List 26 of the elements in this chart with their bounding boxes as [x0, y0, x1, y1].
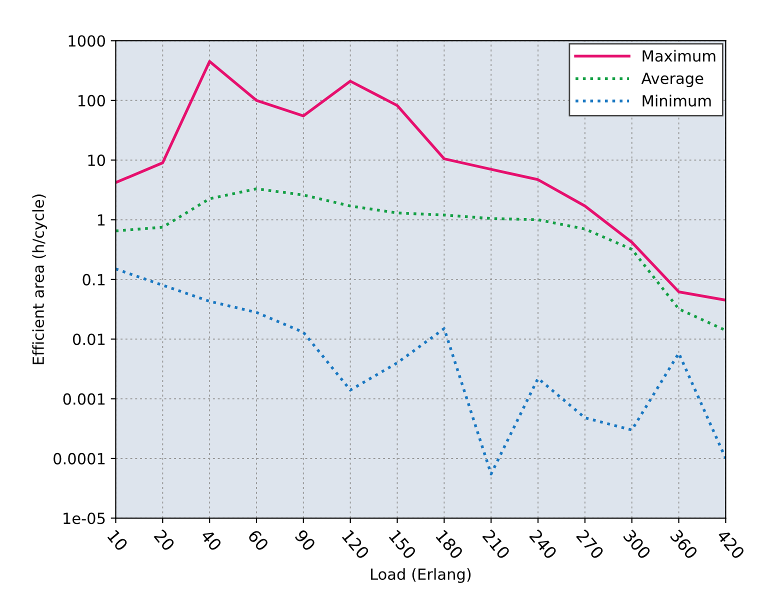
y-tick-label: 0.001 [63, 393, 105, 405]
legend-label: Minimum [642, 94, 711, 107]
x-tick-label: 40 [200, 528, 222, 552]
x-tick-label: 90 [294, 528, 316, 552]
x-axis-title: Load (Erlang) [371, 568, 471, 583]
y-tick-label: 0.0001 [54, 452, 105, 464]
y-tick-label: 100 [78, 94, 105, 106]
y-tick-label: 1000 [68, 35, 105, 47]
y-tick-label: 0.1 [82, 274, 105, 286]
y-tick-label: 1 [98, 214, 105, 226]
line-series [116, 60, 726, 302]
x-tick-label: 150 [388, 529, 417, 560]
x-tick-label: 20 [154, 528, 176, 552]
x-tick-label: 420 [716, 528, 746, 560]
x-tick-label: 10 [107, 529, 128, 552]
legend-label: Average [641, 72, 704, 88]
x-tick-label: 180 [435, 529, 464, 560]
y-axis-title: Efficient area (h/cycle) [32, 194, 47, 364]
x-tick-label: 60 [247, 528, 270, 552]
y-tick-label: 1e-05 [64, 512, 105, 524]
line-series [116, 268, 726, 476]
x-tick-label: 120 [342, 529, 370, 560]
y-tick-label: 0.01 [73, 334, 105, 346]
line-series [116, 187, 726, 332]
y-tick-label: 10 [88, 154, 105, 166]
legend-label: Maximum [642, 50, 716, 62]
